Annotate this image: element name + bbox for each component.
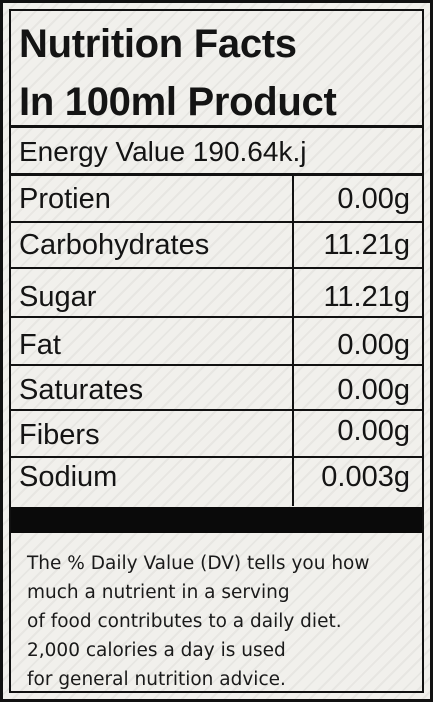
row-divider <box>11 316 422 318</box>
daily-value-footnote: The % Daily Value (DV) tells you how muc… <box>27 549 417 694</box>
row-divider <box>11 364 422 366</box>
nutrient-value-sodium: 0.003g <box>321 461 410 493</box>
thick-black-bar <box>11 507 422 533</box>
title-line-2: In 100ml Product <box>19 80 337 124</box>
row-divider <box>11 409 422 411</box>
nutrient-value-fibers: 0.00g <box>337 415 410 447</box>
footnote-line: of food contributes to a daily diet. <box>27 611 342 632</box>
nutrient-value-protien: 0.00g <box>337 183 410 215</box>
nutrient-name-sodium: Sodium <box>19 461 118 493</box>
row-divider <box>11 221 422 223</box>
column-divider <box>292 175 294 506</box>
nutrient-name-carbohydrates: Carbohydrates <box>19 229 210 261</box>
label-inner-frame: Nutrition Facts In 100ml Product Energy … <box>9 9 424 693</box>
nutrient-name-protien: Protien <box>19 183 111 215</box>
title-line-1: Nutrition Facts <box>19 22 297 66</box>
footnote-line: 2,000 calories a day is used <box>27 640 286 661</box>
nutrient-name-fibers: Fibers <box>19 419 100 451</box>
nutrient-name-fat: Fat <box>19 329 61 361</box>
nutrient-value-carbohydrates: 11.21g <box>323 229 410 261</box>
footnote-line: much a nutrient in a serving <box>27 582 290 603</box>
row-divider <box>11 267 422 269</box>
divider-under-title <box>11 125 422 128</box>
footnote-line: The % Daily Value (DV) tells you how <box>27 553 370 574</box>
footnote-line: for general nutrition advice. <box>27 669 286 690</box>
nutrient-name-sugar: Sugar <box>19 281 97 313</box>
nutrient-value-fat: 0.00g <box>337 329 410 361</box>
nutrient-value-saturates: 0.00g <box>337 374 410 406</box>
row-divider <box>11 456 422 458</box>
energy-value: Energy Value 190.64k.j <box>19 136 307 167</box>
nutrient-name-saturates: Saturates <box>19 374 144 406</box>
divider-under-energy <box>11 173 422 176</box>
nutrient-value-sugar: 11.21g <box>323 281 410 313</box>
